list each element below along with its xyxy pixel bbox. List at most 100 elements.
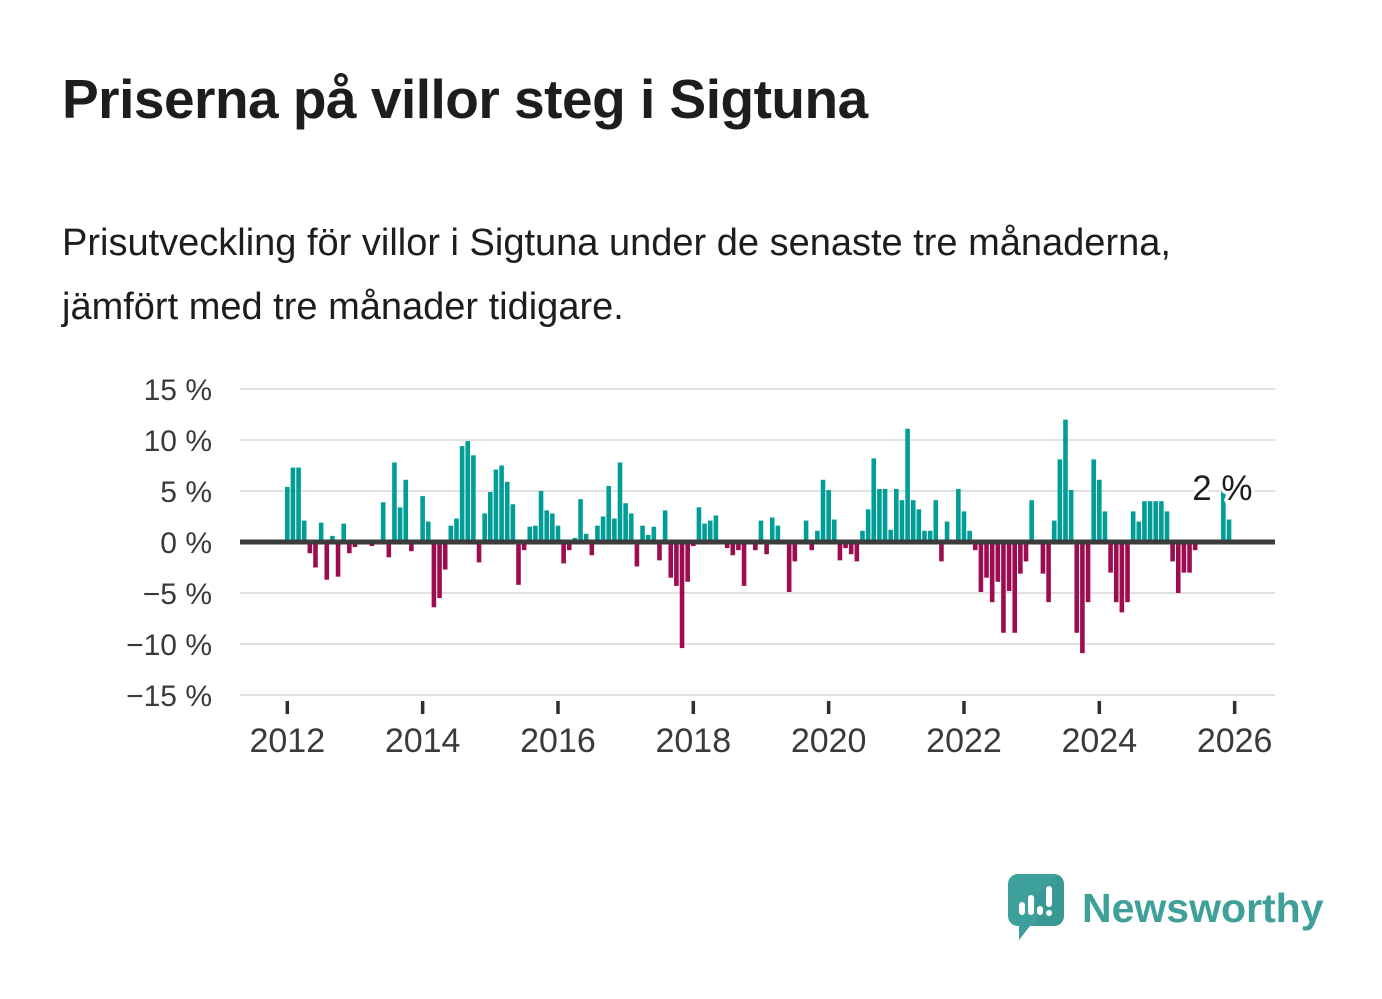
bar-positive — [882, 488, 888, 542]
bar-negative — [409, 542, 414, 552]
chart-subtitle: Prisutveckling för villor i Sigtuna unde… — [62, 222, 1171, 328]
x-tick-label: 2016 — [520, 722, 596, 760]
bar-negative — [657, 542, 662, 561]
bar-negative — [1023, 542, 1029, 562]
bar-positive — [448, 525, 454, 542]
bar-positive — [894, 488, 899, 542]
bar-positive — [1142, 501, 1147, 542]
bar-positive — [330, 535, 335, 542]
bar-positive — [1221, 480, 1226, 542]
bar-negative — [1018, 542, 1023, 574]
bar-negative — [1001, 542, 1006, 633]
bar-negative — [736, 542, 741, 551]
bar-negative — [347, 542, 352, 554]
bar-positive — [933, 500, 939, 542]
bar-positive — [459, 446, 465, 542]
bar-positive — [285, 486, 290, 542]
bar-positive — [583, 533, 589, 542]
bar-positive — [871, 458, 877, 542]
bar-positive — [860, 530, 865, 542]
bar-negative — [1006, 542, 1012, 591]
bar-positive — [425, 521, 431, 542]
x-tick-label: 2024 — [1061, 722, 1137, 760]
bar-negative — [972, 542, 978, 551]
bar-positive — [640, 525, 645, 542]
bar-positive — [510, 504, 516, 542]
bar-negative — [1108, 542, 1113, 573]
bar-positive — [1153, 501, 1159, 542]
bar-negative — [792, 542, 798, 562]
bar-positive — [1029, 500, 1034, 542]
bar-positive — [831, 519, 837, 542]
bar-negative — [668, 542, 674, 578]
bar-negative — [786, 542, 792, 592]
bar-positive — [905, 428, 910, 542]
bar-positive — [318, 522, 324, 542]
bar-negative — [674, 542, 679, 586]
bar-positive — [651, 526, 657, 542]
y-tick-label: 15 % — [144, 374, 212, 407]
bar-negative — [386, 542, 392, 558]
x-tick-label: 2018 — [655, 722, 731, 760]
bar-negative — [1080, 542, 1085, 654]
page-title: Priserna på villor steg i Sigtuna — [62, 68, 868, 130]
bar-negative — [1119, 542, 1125, 613]
newsworthy-logo-icon — [1008, 874, 1064, 940]
bar-positive — [910, 500, 916, 542]
bar-negative — [516, 542, 521, 585]
bar-positive — [555, 525, 561, 542]
bar-positive — [606, 485, 612, 542]
bars — [285, 419, 1232, 654]
y-tick-label: −5 % — [143, 578, 212, 611]
bar-positive — [899, 500, 905, 542]
bar-positive — [454, 518, 459, 542]
bar-positive — [482, 513, 487, 542]
bar-positive — [1147, 501, 1153, 542]
bar-negative — [1175, 542, 1181, 593]
y-tick-label: −10 % — [126, 629, 212, 662]
bar-positive — [702, 523, 707, 542]
bar-negative — [978, 542, 984, 592]
bar-negative — [431, 542, 437, 608]
x-tick-label: 2022 — [926, 722, 1002, 760]
bar-positive — [1226, 519, 1232, 542]
bar-positive — [504, 481, 510, 542]
bar-negative — [1085, 542, 1091, 603]
bar-negative — [809, 542, 815, 551]
bar-positive — [1097, 479, 1102, 542]
bar-positive — [1164, 511, 1170, 542]
bar-negative — [313, 542, 318, 568]
x-axis: 2012 2014 2016 2018 2020 2022 2024 2026 — [249, 701, 1272, 760]
bar-negative — [521, 542, 527, 551]
x-tick-label: 2012 — [249, 722, 325, 760]
bar-positive — [290, 467, 296, 542]
bar-negative — [324, 542, 330, 580]
bar-positive — [550, 513, 555, 542]
bar-negative — [989, 542, 995, 603]
bar-negative — [764, 542, 769, 555]
bar-negative — [1181, 542, 1187, 573]
bar-positive — [922, 530, 927, 542]
bar-positive — [420, 496, 425, 542]
bar-negative — [724, 542, 730, 549]
x-tick-label: 2020 — [791, 722, 867, 760]
bar-positive — [769, 517, 775, 542]
bar-negative — [837, 542, 843, 561]
y-tick-label: 10 % — [144, 425, 212, 458]
bar-positive — [645, 534, 651, 542]
bar-positive — [888, 529, 893, 542]
bar-positive — [397, 507, 403, 542]
bar-positive — [877, 488, 882, 542]
bar-positive — [628, 513, 634, 542]
bar-positive — [820, 479, 826, 542]
bar-positive — [927, 530, 933, 542]
bar-positive — [301, 520, 307, 542]
bar-positive — [533, 525, 538, 542]
bar-negative — [589, 542, 595, 556]
bar-negative — [848, 542, 854, 555]
bar-positive — [493, 469, 499, 542]
bar-negative — [753, 542, 758, 551]
bar-positive — [696, 507, 702, 542]
